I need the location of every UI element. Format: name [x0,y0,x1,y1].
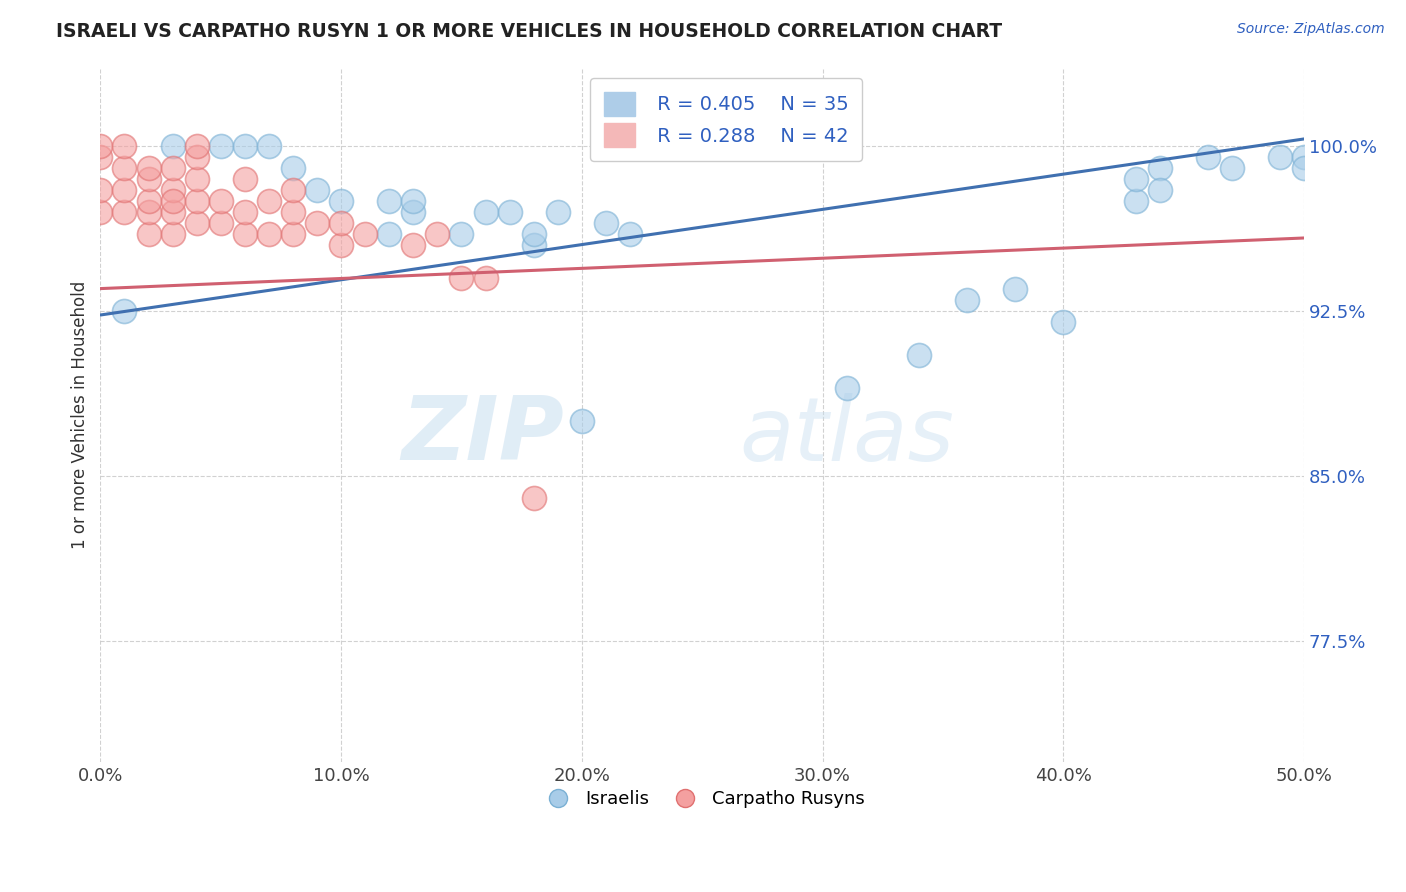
Point [233,227,256,241]
Point [1294,150,1316,164]
Point [1125,194,1147,208]
Point [162,138,184,153]
Text: Source: ZipAtlas.com: Source: ZipAtlas.com [1237,22,1385,37]
Point [209,138,232,153]
Point [1149,161,1171,175]
Point [281,204,304,219]
Point [257,227,280,241]
Text: atlas: atlas [740,393,955,479]
Point [89,183,111,197]
Point [138,171,160,186]
Point [162,227,184,241]
Point [330,194,353,208]
Point [450,227,472,241]
Point [186,150,208,164]
Point [330,237,353,252]
Point [908,348,931,362]
Point [595,216,617,230]
Point [474,204,496,219]
Text: ZIP: ZIP [401,392,564,479]
Point [209,194,232,208]
Text: ISRAELI VS CARPATHO RUSYN 1 OR MORE VEHICLES IN HOUSEHOLD CORRELATION CHART: ISRAELI VS CARPATHO RUSYN 1 OR MORE VEHI… [56,22,1002,41]
Point [89,138,111,153]
Point [523,237,546,252]
Point [281,227,304,241]
Point [571,414,593,428]
Point [281,161,304,175]
Point [305,216,328,230]
Point [523,491,546,505]
Point [1052,315,1074,329]
Point [112,183,135,197]
Point [281,183,304,197]
Point [162,161,184,175]
Point [89,150,111,164]
Point [186,216,208,230]
Point [112,204,135,219]
Point [402,194,425,208]
Point [1294,161,1316,175]
Point [233,138,256,153]
Point [233,204,256,219]
Point [209,216,232,230]
Point [162,194,184,208]
Point [233,171,256,186]
Point [305,183,328,197]
Point [402,237,425,252]
Point [1197,150,1219,164]
Point [89,204,111,219]
Point [1268,150,1291,164]
Point [523,227,546,241]
Point [378,227,401,241]
Point [450,270,472,285]
Legend: Israelis, Carpatho Rusyns: Israelis, Carpatho Rusyns [533,782,872,815]
Point [162,204,184,219]
Y-axis label: 1 or more Vehicles in Household: 1 or more Vehicles in Household [72,281,89,549]
Point [257,194,280,208]
Point [474,270,496,285]
Point [112,303,135,318]
Point [138,204,160,219]
Point [138,227,160,241]
Point [619,227,641,241]
Point [547,204,569,219]
Point [378,194,401,208]
Point [1004,282,1026,296]
Point [112,161,135,175]
Point [257,138,280,153]
Point [426,227,449,241]
Point [138,194,160,208]
Point [402,204,425,219]
Point [1125,171,1147,186]
Point [138,161,160,175]
Point [186,138,208,153]
Point [956,293,979,307]
Point [1220,161,1243,175]
Point [162,183,184,197]
Point [112,138,135,153]
Point [330,216,353,230]
Point [835,381,858,395]
Point [186,194,208,208]
Point [1149,183,1171,197]
Point [498,204,520,219]
Point [186,171,208,186]
Point [354,227,377,241]
